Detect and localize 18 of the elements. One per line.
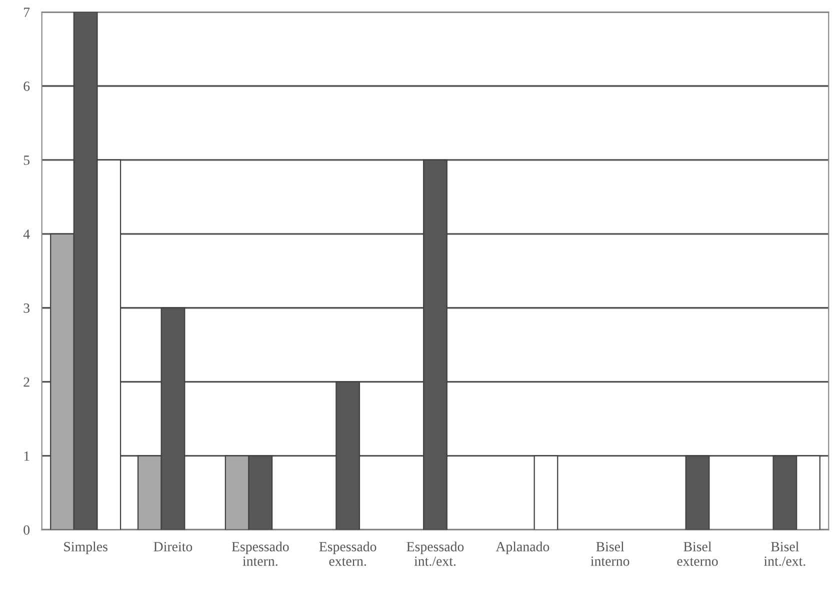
x-tick-label: Espessado extern.	[319, 542, 376, 566]
x-tick-label: Simples	[64, 542, 108, 554]
x-tick-label: Direito	[154, 542, 192, 552]
y-tick-label: 5	[24, 156, 30, 165]
y-tick-label: 4	[23, 230, 30, 239]
x-tick-label: Aplanado	[496, 542, 550, 554]
y-tick-label: 6	[24, 82, 30, 91]
x-tick-label: Bisel int./ext.	[764, 542, 806, 566]
y-tick-label: 1	[24, 451, 30, 461]
x-tick-label: Bisel interno	[590, 542, 630, 566]
bar	[534, 455, 558, 530]
x-tick-label: Espessado intern.	[232, 542, 289, 566]
y-tick-label: 3	[24, 304, 30, 313]
x-tick-label: Bisel externo	[677, 542, 718, 566]
y-tick-label: 7	[24, 8, 30, 17]
x-tick-label: Espessado int./ext.	[406, 542, 464, 566]
y-tick-label: 0	[24, 525, 30, 535]
y-tick-label: 2	[24, 377, 30, 387]
